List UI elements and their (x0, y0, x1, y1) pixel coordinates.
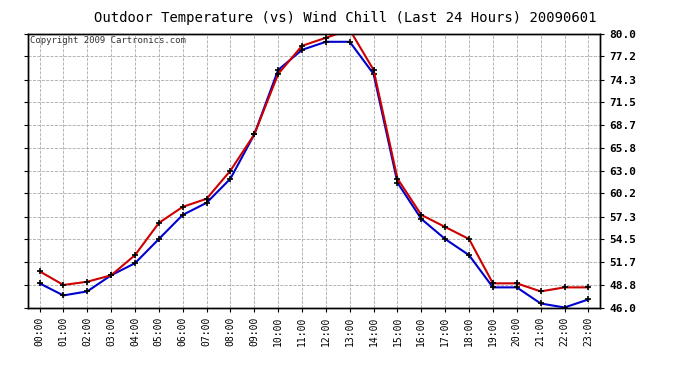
Text: Copyright 2009 Cartronics.com: Copyright 2009 Cartronics.com (30, 36, 186, 45)
Text: Outdoor Temperature (vs) Wind Chill (Last 24 Hours) 20090601: Outdoor Temperature (vs) Wind Chill (Las… (94, 11, 596, 25)
